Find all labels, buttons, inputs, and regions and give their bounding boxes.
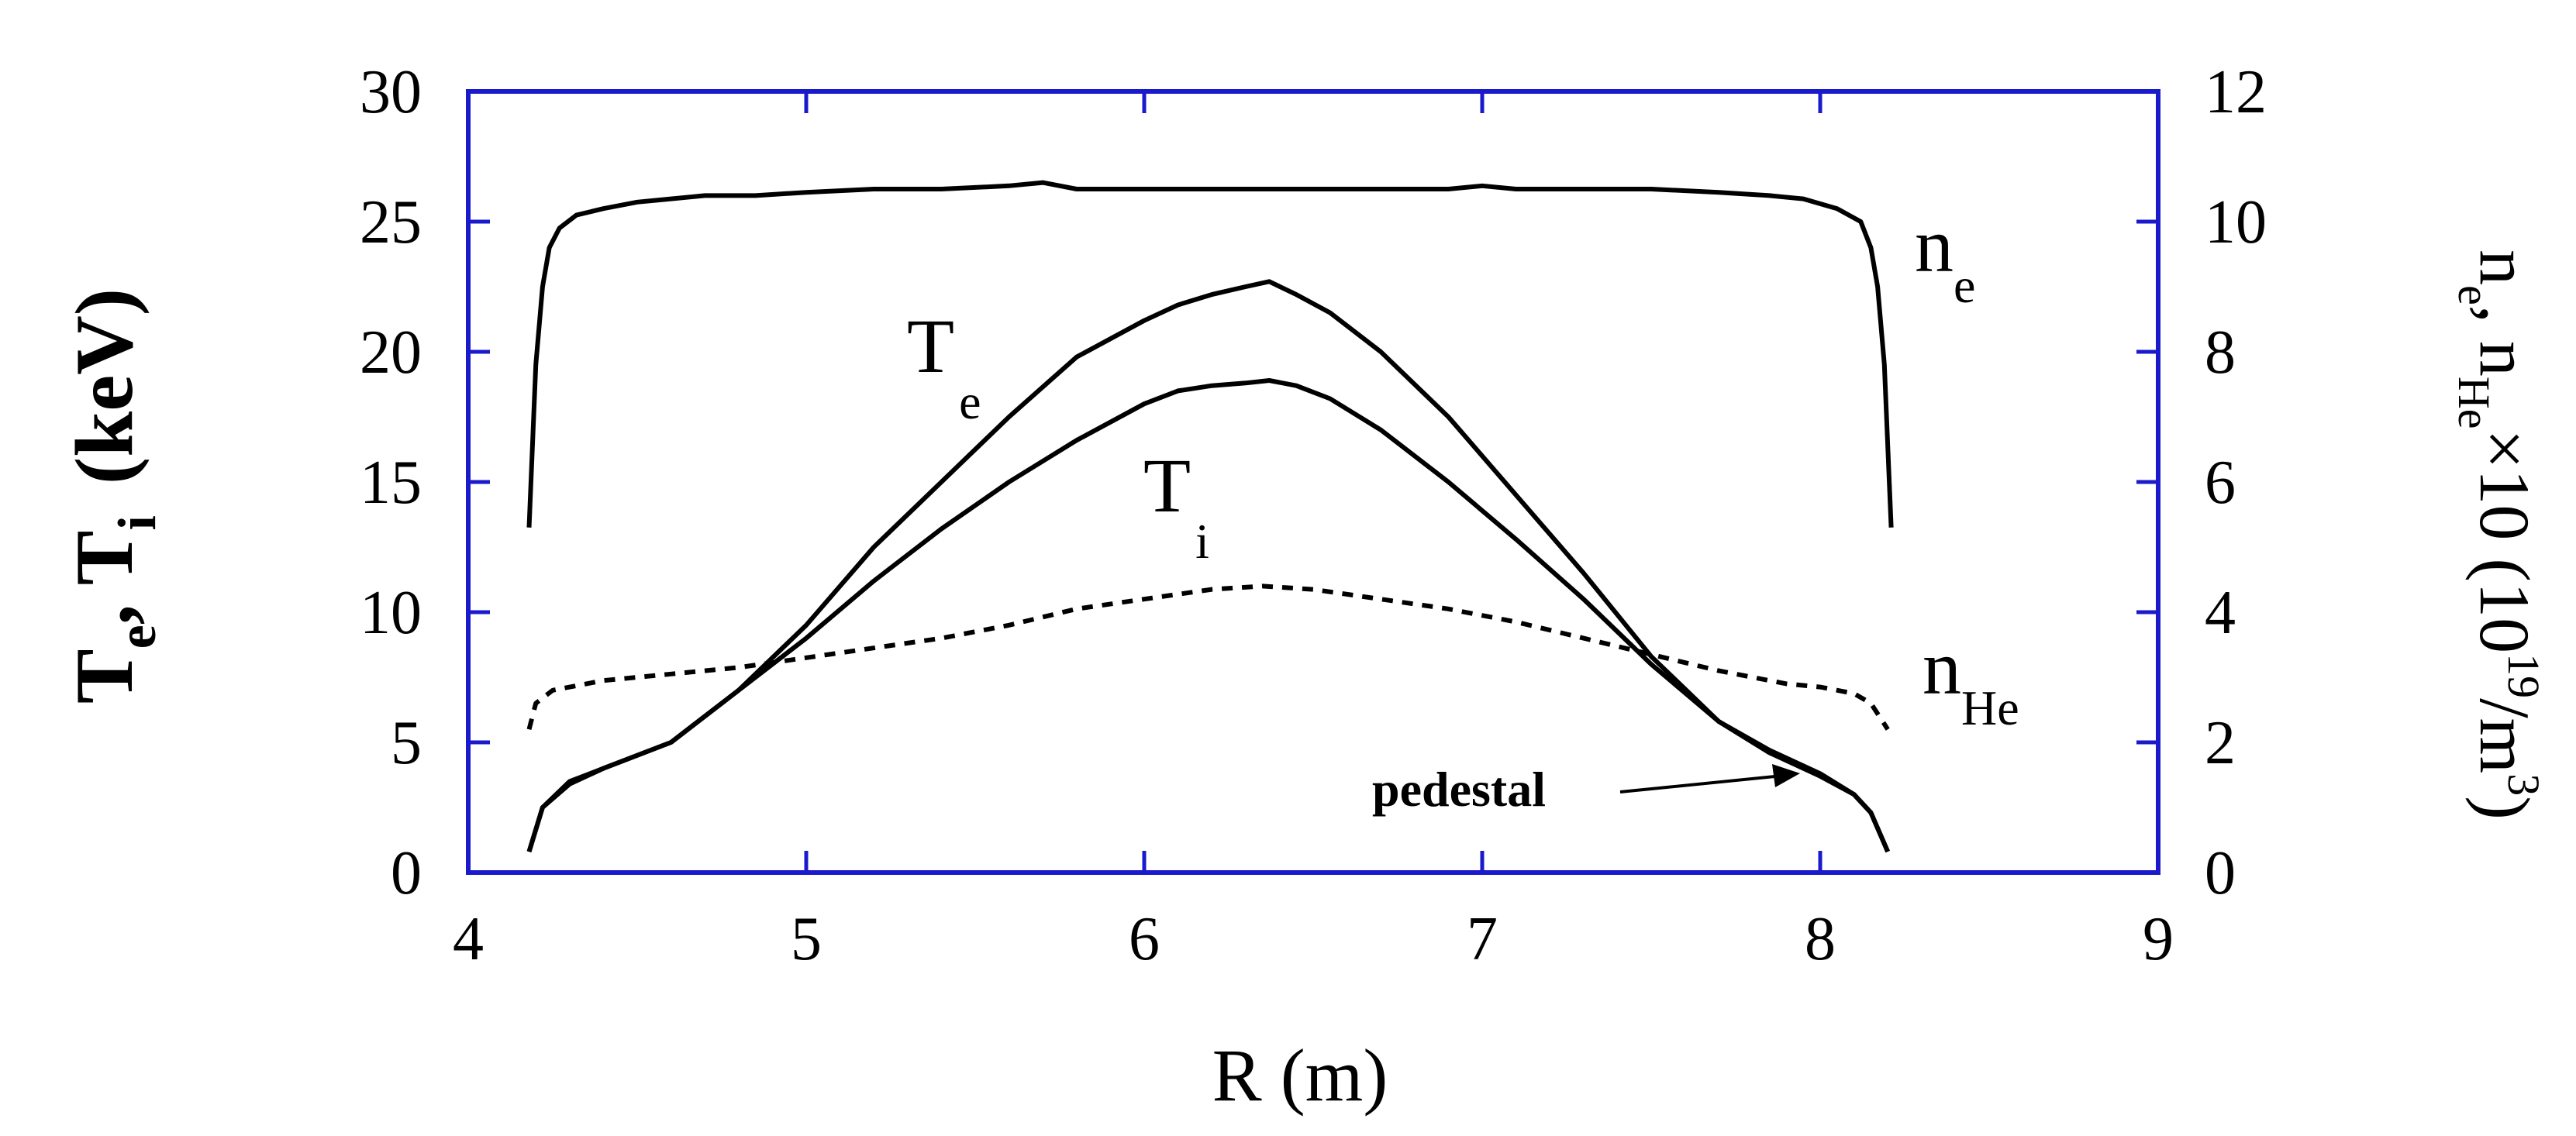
x-tick-label: 5 — [791, 905, 822, 973]
y-tick-label-left: 0 — [391, 839, 422, 907]
y-tick-label-left: 10 — [360, 579, 422, 647]
y-tick-label-right: 8 — [2205, 318, 2236, 387]
y-tick-label-right: 6 — [2205, 449, 2236, 517]
x-tick-label: 7 — [1467, 905, 1498, 973]
y-tick-label-left: 25 — [360, 188, 422, 256]
y-tick-label-left: 30 — [360, 58, 422, 126]
plot-frame — [466, 89, 2160, 875]
ti-label: Ti — [1143, 442, 1209, 569]
x-tick-label: 4 — [453, 905, 484, 973]
te-label: Te — [907, 303, 981, 429]
y-tick-label-right: 10 — [2205, 188, 2267, 256]
nhe-label: nHe — [1923, 625, 2019, 735]
y-tick-label-right: 0 — [2205, 839, 2236, 907]
x-axis-label: R (m) — [1212, 1034, 1388, 1117]
y-tick-label-right: 2 — [2205, 709, 2236, 777]
plot-lines — [526, 180, 1894, 853]
pedestal-arrow — [1619, 764, 1800, 793]
ne-label: ne — [1915, 202, 1975, 313]
y-axis-label-left: Te, Ti(keV) — [59, 288, 167, 704]
x-tick-label: 6 — [1129, 905, 1160, 973]
y-tick-label-right: 4 — [2205, 579, 2236, 647]
y-tick-label-left: 20 — [360, 318, 422, 387]
x-tick-label: 8 — [1805, 905, 1836, 973]
series-line-n-he — [526, 583, 1890, 731]
series-line-n-e — [526, 180, 1894, 528]
series-line-t-i — [526, 378, 1890, 853]
pedestal-annotation: pedestal — [1372, 762, 1546, 817]
y-tick-label-right: 12 — [2205, 58, 2267, 126]
y-axis-label-right: ne, nHe×10 (1019/m3) — [2449, 250, 2549, 820]
y-tick-label-left: 5 — [391, 709, 422, 777]
y-tick-label-left: 15 — [360, 449, 422, 517]
x-tick-label: 9 — [2143, 905, 2174, 973]
